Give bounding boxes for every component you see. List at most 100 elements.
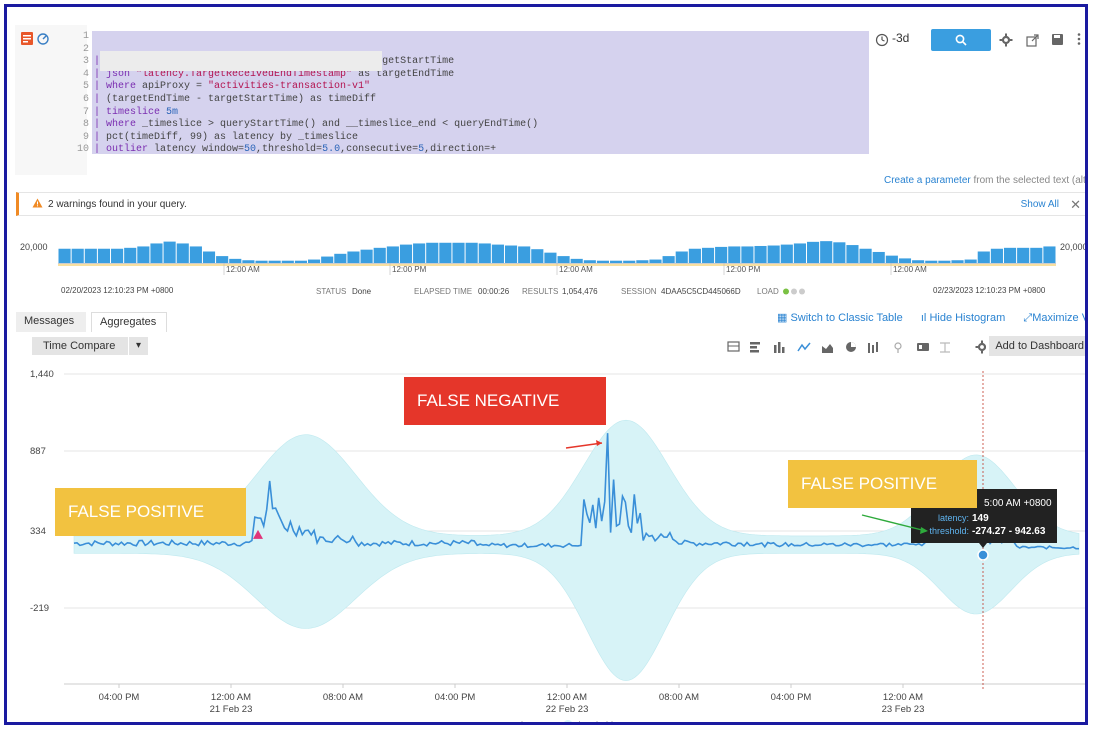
histogram-bar[interactable] [137, 246, 150, 263]
histogram-bar[interactable] [281, 260, 294, 263]
code-line[interactable]: | where _timeslice > queryStartTime() an… [94, 119, 869, 132]
histogram-bar[interactable] [990, 248, 1003, 263]
histogram-bar[interactable] [807, 241, 820, 263]
histogram-bar[interactable] [662, 256, 675, 263]
histogram-bar[interactable] [439, 242, 452, 263]
histogram-bar[interactable] [925, 260, 938, 263]
gear-icon[interactable] [975, 340, 987, 354]
histogram-bar[interactable] [623, 260, 636, 263]
code-line[interactable]: | (targetEndTime - targetStartTime) as t… [94, 94, 869, 107]
histogram-bar[interactable] [728, 246, 741, 263]
histogram-bar[interactable] [1003, 247, 1017, 263]
code-line[interactable] [94, 31, 869, 44]
histogram-bar[interactable] [649, 259, 662, 263]
histogram-bar[interactable] [399, 244, 413, 263]
histogram-bar[interactable] [1030, 247, 1043, 263]
histogram-bar[interactable] [872, 251, 885, 263]
histogram-bar[interactable] [741, 246, 754, 263]
area-chart-icon[interactable] [822, 344, 833, 353]
histogram-bar[interactable] [189, 246, 202, 263]
create-parameter-link[interactable]: Create a parameter [884, 175, 971, 186]
gauge-icon[interactable] [37, 33, 49, 45]
histogram-bar[interactable] [413, 243, 426, 263]
histogram-bar[interactable] [150, 243, 163, 263]
switch-classic-table-link[interactable]: Switch to Classic Table [790, 312, 903, 324]
gear-icon[interactable] [999, 33, 1013, 47]
histogram-bar[interactable] [426, 242, 439, 263]
histogram-bar[interactable] [675, 251, 688, 264]
map-pin-icon[interactable] [894, 342, 902, 353]
close-icon[interactable]: ✕ [1070, 197, 1081, 212]
histogram-bar[interactable] [846, 245, 859, 263]
histogram-bar[interactable] [294, 260, 307, 263]
boxplot-icon[interactable] [868, 342, 878, 353]
histogram-bar[interactable] [491, 244, 504, 263]
histogram-bar[interactable] [308, 259, 321, 263]
histogram-bar[interactable] [347, 251, 360, 264]
histogram-bar[interactable] [912, 260, 925, 263]
histogram-bar[interactable] [754, 245, 767, 263]
histogram-bar[interactable] [833, 242, 846, 263]
histogram-bar[interactable] [111, 248, 124, 263]
histogram-bar[interactable] [859, 248, 872, 263]
code-area[interactable]: | json "latency.TargetSentStartTimestamp… [92, 31, 869, 155]
column-chart-icon[interactable] [774, 342, 785, 353]
histogram-bar[interactable] [820, 241, 833, 263]
histogram-bar[interactable] [964, 259, 977, 263]
code-line[interactable]: | timeslice 5m [94, 107, 869, 120]
maximize-view-link[interactable]: Maximize View [1032, 312, 1085, 324]
histogram-bar[interactable] [977, 251, 990, 264]
histogram-bar[interactable] [688, 248, 701, 263]
histogram-bar[interactable] [216, 256, 229, 263]
histogram-bar[interactable] [360, 249, 373, 263]
histogram-bar[interactable] [386, 246, 399, 263]
histogram-bar[interactable] [334, 253, 347, 263]
histogram-bar[interactable] [255, 260, 268, 263]
line-chart-icon[interactable] [797, 342, 811, 352]
histogram-bar[interactable] [58, 248, 71, 263]
histogram-bar[interactable] [504, 245, 518, 263]
histogram-bar[interactable] [1017, 247, 1030, 263]
histogram-bar[interactable] [583, 260, 596, 263]
histogram-bar[interactable] [557, 256, 570, 263]
histogram-bar[interactable] [518, 246, 531, 263]
search-button[interactable] [931, 29, 991, 51]
histogram-bar[interactable] [202, 251, 216, 264]
histogram-bar[interactable] [767, 245, 780, 263]
histogram-bar[interactable] [242, 260, 255, 263]
clock-icon[interactable] [875, 33, 889, 47]
table-chart-icon[interactable] [727, 341, 740, 352]
chevron-down-icon[interactable]: ▾ [129, 337, 148, 355]
histogram-bar[interactable] [610, 260, 623, 263]
histogram-bar[interactable] [938, 260, 951, 263]
more-icon[interactable] [1076, 32, 1082, 46]
histogram-bar[interactable] [951, 260, 964, 263]
histogram-bar[interactable] [793, 243, 806, 263]
single-value-icon[interactable] [917, 343, 929, 351]
outlier-marker[interactable] [253, 529, 263, 539]
legend-latency[interactable]: latency [521, 720, 550, 725]
share-icon[interactable] [1026, 33, 1040, 47]
histogram-bar[interactable] [1043, 246, 1056, 263]
histogram-bar[interactable] [268, 260, 281, 263]
histogram-bar[interactable] [531, 249, 544, 263]
code-line[interactable]: | pct(timeDiff, 99) as latency by _times… [94, 132, 869, 145]
histogram[interactable]: 20,000 20,000 12:00 AM 12:00 PM 12:00 AM 12… [16, 235, 1088, 299]
histogram-bar[interactable] [544, 252, 557, 263]
code-line[interactable]: | where apiProxy = "activities-transacti… [94, 81, 869, 94]
histogram-bar[interactable] [71, 248, 84, 263]
histogram-bar[interactable] [452, 242, 465, 263]
histogram-bar[interactable] [97, 248, 111, 263]
save-icon[interactable] [1051, 33, 1065, 47]
funnel-icon[interactable] [940, 342, 950, 353]
histogram-bar[interactable] [780, 244, 793, 263]
histogram-bar[interactable] [596, 260, 610, 263]
tab-aggregates[interactable]: Aggregates [91, 312, 167, 332]
histogram-bar[interactable] [885, 255, 898, 263]
hide-histogram-link[interactable]: Hide Histogram [929, 312, 1006, 324]
histogram-bar[interactable] [321, 256, 334, 263]
histogram-bar[interactable] [176, 243, 189, 263]
code-line[interactable]: | json "latency.TargetReceivedEndTimesta… [94, 69, 869, 82]
document-icon[interactable] [21, 32, 33, 45]
histogram-bar[interactable] [715, 246, 728, 263]
